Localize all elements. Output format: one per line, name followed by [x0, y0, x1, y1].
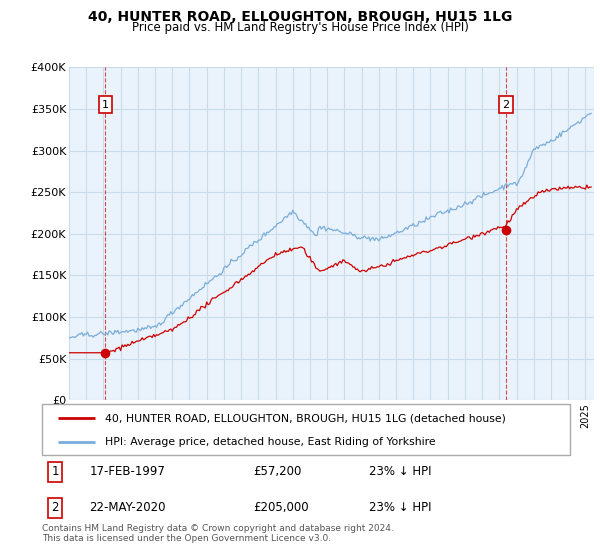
Text: £205,000: £205,000: [253, 501, 309, 514]
Text: 2: 2: [52, 501, 59, 514]
Text: £57,200: £57,200: [253, 465, 302, 478]
Text: Price paid vs. HM Land Registry's House Price Index (HPI): Price paid vs. HM Land Registry's House …: [131, 21, 469, 34]
Text: 1: 1: [102, 100, 109, 110]
Text: 17-FEB-1997: 17-FEB-1997: [89, 465, 166, 478]
Text: 1: 1: [52, 465, 59, 478]
Text: 40, HUNTER ROAD, ELLOUGHTON, BROUGH, HU15 1LG (detached house): 40, HUNTER ROAD, ELLOUGHTON, BROUGH, HU1…: [106, 413, 506, 423]
Text: 40, HUNTER ROAD, ELLOUGHTON, BROUGH, HU15 1LG: 40, HUNTER ROAD, ELLOUGHTON, BROUGH, HU1…: [88, 10, 512, 24]
Text: 23% ↓ HPI: 23% ↓ HPI: [370, 465, 432, 478]
Text: 23% ↓ HPI: 23% ↓ HPI: [370, 501, 432, 514]
FancyBboxPatch shape: [42, 404, 570, 455]
Text: Contains HM Land Registry data © Crown copyright and database right 2024.
This d: Contains HM Land Registry data © Crown c…: [42, 524, 394, 543]
Text: 2: 2: [502, 100, 509, 110]
Text: HPI: Average price, detached house, East Riding of Yorkshire: HPI: Average price, detached house, East…: [106, 437, 436, 447]
Text: 22-MAY-2020: 22-MAY-2020: [89, 501, 166, 514]
